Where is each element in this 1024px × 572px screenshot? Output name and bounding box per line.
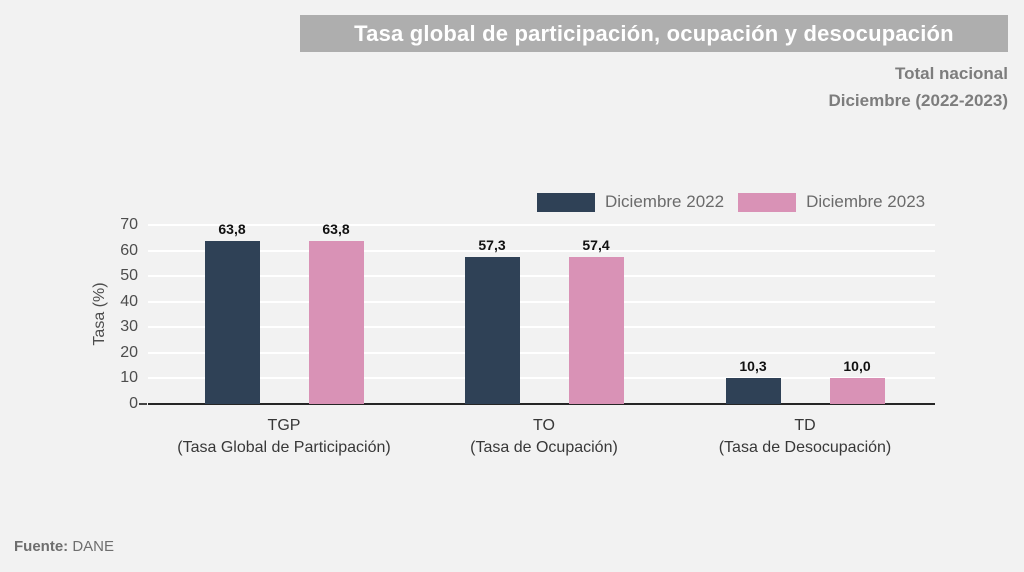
source-footer: Fuente: DANE <box>14 538 114 555</box>
y-axis-label: Tasa (%) <box>91 281 108 346</box>
bar-value-tgp-0: 63,8 <box>218 220 246 237</box>
y-tick-label-50: 50 <box>120 267 138 285</box>
legend-label-0: Diciembre 2022 <box>605 192 725 211</box>
y-gridline-50 <box>148 275 935 278</box>
subtitle-line-total-nacional: Total nacional <box>894 64 1008 83</box>
category-label-to: TO (Tasa de Ocupación) <box>384 415 704 459</box>
category-abbr-to: TO <box>533 417 555 434</box>
legend-item-diciembre-2023: Diciembre 2023 <box>738 192 925 212</box>
bar-tgp-diciembre-2023 <box>308 240 364 404</box>
y-tick-label-40: 40 <box>120 292 138 310</box>
x-axis-line <box>148 403 935 405</box>
bar-td-diciembre-2023 <box>829 378 885 404</box>
legend-label-1: Diciembre 2023 <box>806 192 926 211</box>
bar-tgp-diciembre-2022 <box>204 240 260 404</box>
category-abbr-td: TD <box>794 417 816 434</box>
legend-item-diciembre-2022: Diciembre 2022 <box>537 192 724 212</box>
bar-value-to-1: 57,4 <box>582 237 610 254</box>
y-tick-label-70: 70 <box>120 216 138 233</box>
y-tick-label-30: 30 <box>120 318 138 336</box>
legend-swatch-0 <box>537 192 595 212</box>
category-abbr-tgp: TGP <box>267 417 301 434</box>
y-gridline-70 <box>148 224 935 226</box>
category-fullname-td: (Tasa de Desocupación) <box>718 439 892 456</box>
bar-value-td-0: 10,3 <box>739 357 767 374</box>
chart-title-banner: Tasa global de participación, ocupación … <box>300 15 1008 52</box>
y-gridline-20 <box>148 351 935 354</box>
category-fullname-to: (Tasa de Ocupación) <box>470 439 618 456</box>
y-tick-label-20: 20 <box>120 343 138 361</box>
category-label-td: TD (Tasa de Desocupación) <box>645 415 965 459</box>
y-gridline-30 <box>148 326 935 329</box>
y-gridline-60 <box>148 249 935 252</box>
y-gridline-10 <box>148 377 935 380</box>
bar-td-diciembre-2022 <box>725 377 781 404</box>
bar-to-diciembre-2023 <box>568 257 624 404</box>
y-gridline-40 <box>148 300 935 303</box>
chart-subtitle: Total nacional Diciembre (2022-2023) <box>828 60 1008 114</box>
category-fullname-tgp: (Tasa Global de Participación) <box>177 439 391 456</box>
legend-swatch-1 <box>738 192 797 212</box>
bar-value-to-0: 57,3 <box>478 237 506 254</box>
source-name: DANE <box>72 538 115 555</box>
chart-legend: Diciembre 2022 Diciembre 2023 <box>537 192 925 212</box>
bar-to-diciembre-2022 <box>464 257 520 404</box>
bar-value-tgp-1: 63,8 <box>322 220 350 237</box>
y-tick-label-60: 60 <box>120 241 138 259</box>
source-label: Fuente: <box>14 538 69 555</box>
y-tick-label-0: 0 <box>129 395 138 412</box>
bar-value-td-1: 10,0 <box>843 358 871 375</box>
x-axis-zero-tick <box>139 403 147 405</box>
y-tick-label-10: 10 <box>120 369 138 387</box>
category-label-tgp: TGP (Tasa Global de Participación) <box>124 415 444 459</box>
subtitle-line-periodo: Diciembre (2022-2023) <box>828 91 1008 110</box>
